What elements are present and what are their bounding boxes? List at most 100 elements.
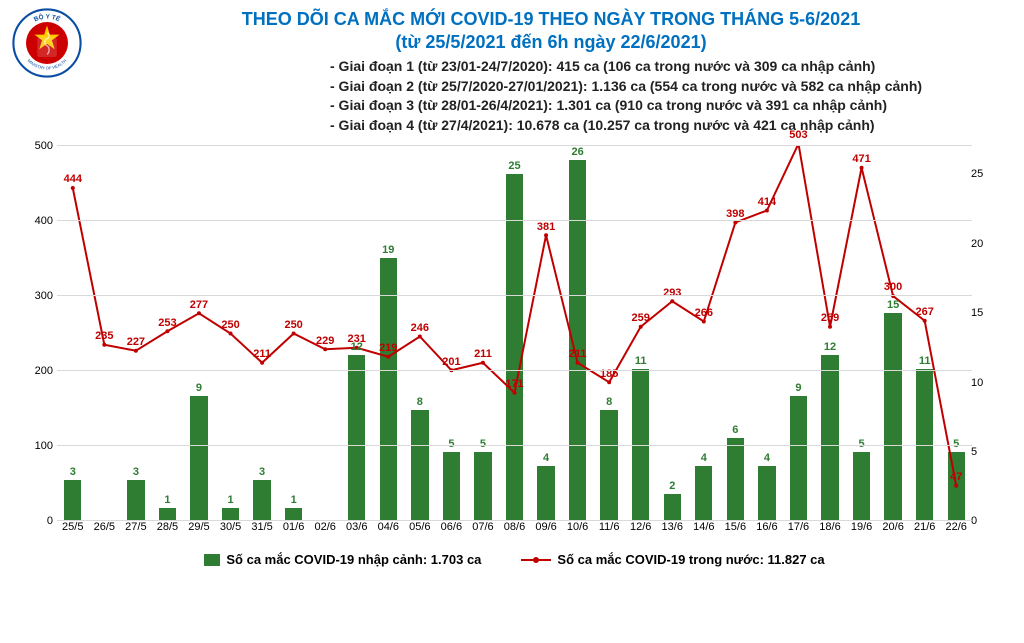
- line-marker: [292, 332, 296, 336]
- bar-value-label: 12: [824, 341, 836, 353]
- line-value-label: 246: [411, 322, 429, 334]
- line-marker: [607, 381, 611, 385]
- y-axis-right: 0510152025: [967, 146, 1012, 521]
- bar-value-label: 5: [448, 438, 454, 450]
- bar-value-label: 9: [795, 382, 801, 394]
- line-marker: [197, 312, 201, 316]
- phase-4: - Giai đoạn 4 (từ 27/4/2021): 10.678 ca …: [330, 116, 1012, 136]
- bar-value-label: 6: [732, 424, 738, 436]
- bar-value-label: 15: [887, 299, 899, 311]
- gridline: [57, 220, 972, 221]
- x-tick: 08/6: [504, 521, 525, 533]
- y-left-tick: 200: [13, 365, 53, 377]
- line-marker: [102, 343, 106, 347]
- line-value-label: 211: [253, 348, 271, 360]
- legend: Số ca mắc COVID-19 nhập cảnh: 1.703 ca S…: [57, 552, 972, 567]
- bar-value-label: 5: [953, 438, 959, 450]
- bar-value-label: 19: [382, 244, 394, 256]
- line-value-label: 471: [852, 153, 870, 165]
- line-swatch-icon: [521, 559, 551, 561]
- bar-value-label: 8: [417, 396, 423, 408]
- title-line-2: (từ 25/5/2021 đến 6h ngày 22/6/2021): [90, 31, 1012, 54]
- x-tick: 18/6: [819, 521, 840, 533]
- x-tick: 13/6: [662, 521, 683, 533]
- bar-value-label: 8: [606, 396, 612, 408]
- x-tick: 19/6: [851, 521, 872, 533]
- x-tick: 25/5: [62, 521, 83, 533]
- phase-list: - Giai đoạn 1 (từ 23/01-24/7/2020): 415 …: [330, 57, 1012, 135]
- bar-value-label: 1: [291, 494, 297, 506]
- chart-container: BỘ Y TẾ MINISTRY OF HEALTH THEO DÕI CA M…: [0, 0, 1024, 643]
- bar-value-label: 5: [480, 438, 486, 450]
- x-tick: 12/6: [630, 521, 651, 533]
- bar-value-label: 2: [669, 480, 675, 492]
- gridline: [57, 145, 972, 146]
- line-value-label: 229: [316, 335, 334, 347]
- x-tick: 17/6: [788, 521, 809, 533]
- gridline: [57, 295, 972, 296]
- y-left-tick: 300: [13, 290, 53, 302]
- phase-1: - Giai đoạn 1 (từ 23/01-24/7/2020): 415 …: [330, 57, 1012, 77]
- title-block: THEO DÕI CA MẮC MỚI COVID-19 THEO NGÀY T…: [90, 8, 1012, 135]
- bar-value-label: 5: [859, 438, 865, 450]
- bar-value-label: 26: [571, 146, 583, 158]
- y-right-tick: 15: [971, 307, 1011, 319]
- line-marker: [954, 484, 958, 488]
- x-tick: 10/6: [567, 521, 588, 533]
- x-tick: 22/6: [946, 521, 967, 533]
- bar-value-label: 11: [635, 355, 647, 367]
- line-marker: [513, 391, 517, 395]
- bar-value-label: 4: [701, 452, 707, 464]
- bar-value-label: 3: [259, 466, 265, 478]
- line-marker: [386, 355, 390, 359]
- y-right-tick: 0: [971, 515, 1011, 527]
- line-value-label: 219: [379, 342, 397, 354]
- line-value-label: 266: [695, 307, 713, 319]
- x-tick: 26/5: [94, 521, 115, 533]
- x-tick: 31/5: [251, 521, 272, 533]
- line-value-label: 250: [284, 319, 302, 331]
- x-tick: 27/5: [125, 521, 146, 533]
- bar-value-label: 11: [919, 355, 931, 367]
- line-value-label: 253: [158, 317, 176, 329]
- x-tick: 29/5: [188, 521, 209, 533]
- line-value-label: 259: [821, 312, 839, 324]
- x-tick: 15/6: [725, 521, 746, 533]
- legend-line: Số ca mắc COVID-19 trong nước: 11.827 ca: [521, 552, 824, 567]
- line-value-label: 277: [190, 299, 208, 311]
- svg-text:BỘ Y TẾ: BỘ Y TẾ: [33, 12, 62, 24]
- legend-bars: Số ca mắc COVID-19 nhập cảnh: 1.703 ca: [204, 552, 481, 567]
- line-value-label: 414: [758, 196, 776, 208]
- line-marker: [323, 348, 327, 352]
- line-marker: [670, 300, 674, 304]
- line-value-label: 300: [884, 281, 902, 293]
- y-right-tick: 20: [971, 238, 1011, 250]
- line-value-label: 231: [348, 333, 366, 345]
- bar-value-label: 3: [133, 466, 139, 478]
- title-line-1: THEO DÕI CA MẮC MỚI COVID-19 THEO NGÀY T…: [90, 8, 1012, 31]
- line-value-label: 398: [726, 208, 744, 220]
- bar-value-label: 1: [164, 494, 170, 506]
- chart-area: 0100200300400500 0510152025 331913112198…: [12, 141, 1012, 571]
- line-layer: [57, 146, 972, 521]
- bar-value-label: 9: [196, 382, 202, 394]
- x-tick: 04/6: [378, 521, 399, 533]
- y-right-tick: 5: [971, 446, 1011, 458]
- x-tick: 09/6: [535, 521, 556, 533]
- line-marker: [828, 325, 832, 329]
- bar-swatch-icon: [204, 554, 220, 566]
- header: BỘ Y TẾ MINISTRY OF HEALTH THEO DÕI CA M…: [12, 8, 1012, 135]
- x-tick: 01/6: [283, 521, 304, 533]
- x-tick: 14/6: [693, 521, 714, 533]
- x-tick: 16/6: [756, 521, 777, 533]
- x-tick: 21/6: [914, 521, 935, 533]
- bar-value-label: 3: [70, 466, 76, 478]
- line-value-label: 235: [95, 330, 113, 342]
- x-tick: 11/6: [599, 521, 620, 533]
- bar-value-label: 1: [227, 494, 233, 506]
- line-marker: [923, 319, 927, 323]
- x-tick: 06/6: [441, 521, 462, 533]
- line-marker: [134, 349, 138, 353]
- gridline: [57, 370, 972, 371]
- line-value-label: 47: [950, 471, 962, 483]
